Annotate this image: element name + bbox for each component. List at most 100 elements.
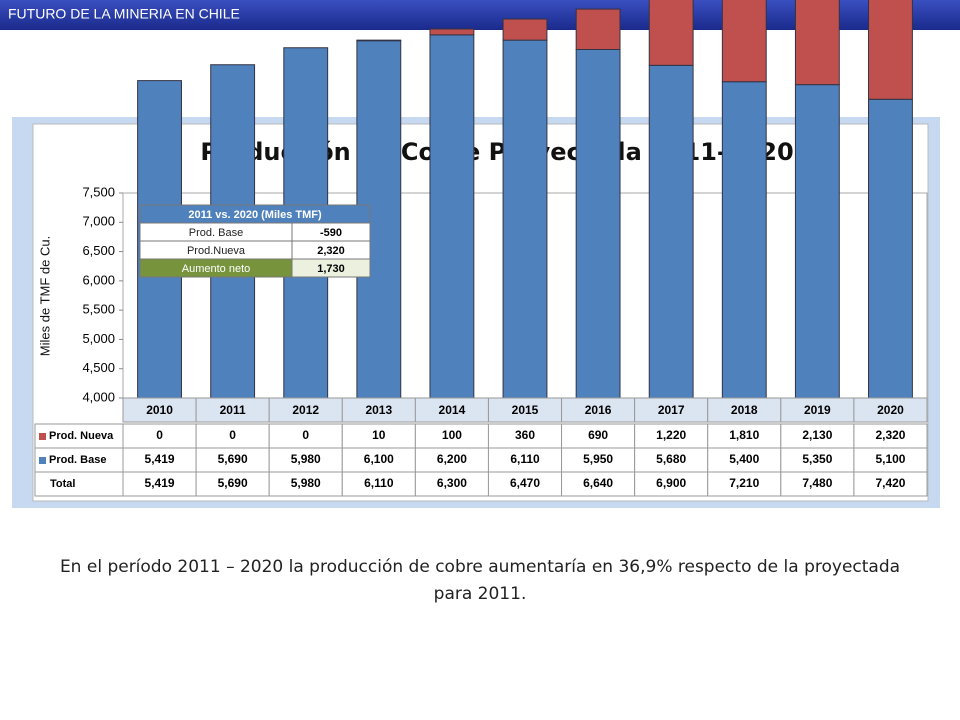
bar <box>794 84 840 399</box>
table-value: 5,980 <box>291 452 321 466</box>
bar <box>868 98 913 399</box>
bar <box>868 0 913 100</box>
legend-label: Prod. Nueva <box>49 430 114 442</box>
bar <box>575 8 621 51</box>
table-value: 1,810 <box>729 428 759 442</box>
table-value: 6,110 <box>510 452 540 466</box>
table-cell <box>561 423 636 449</box>
bar <box>502 39 548 399</box>
table-value: 0 <box>229 428 236 442</box>
table-value: 360 <box>515 428 535 442</box>
inset-label: Aumento neto <box>182 263 251 275</box>
header-title: FUTURO DE LA MINERIA EN CHILE <box>8 6 240 22</box>
table-value: 5,419 <box>145 476 175 490</box>
table-cell <box>341 471 416 497</box>
inset-value: 2,320 <box>317 245 345 257</box>
table-value: 2,130 <box>802 428 832 442</box>
table-cell <box>853 447 928 473</box>
table-value: 100 <box>442 428 462 442</box>
x-tick-label: 2012 <box>292 403 319 417</box>
table-value: 5,980 <box>291 476 321 490</box>
table-value: 0 <box>156 428 163 442</box>
bar <box>429 28 475 36</box>
table-value: 6,100 <box>364 452 394 466</box>
inset-label: Prod.Nueva <box>187 245 246 257</box>
table-value: 5,680 <box>656 452 686 466</box>
x-tick-label: 2019 <box>804 403 831 417</box>
table-cell <box>268 423 343 449</box>
y-axis-label: Miles de TMF de Cu. <box>37 236 52 356</box>
legend-label: Prod. Base <box>49 454 106 466</box>
table-cell <box>341 423 416 449</box>
table-cell <box>122 423 197 449</box>
table-value: 7,480 <box>802 476 832 490</box>
x-tick-label: 2017 <box>658 403 685 417</box>
table-cell <box>195 447 270 473</box>
inset-value: 1,730 <box>317 263 345 275</box>
x-tick-label: 2018 <box>731 403 758 417</box>
legend-swatch <box>39 433 46 440</box>
bar <box>648 64 694 399</box>
table-value: 6,200 <box>437 452 467 466</box>
y-tick-label: 4,000 <box>82 389 115 404</box>
x-tick-label: 2016 <box>585 403 612 417</box>
bar <box>502 18 548 41</box>
table-value: 6,900 <box>656 476 686 490</box>
y-tick-label: 5,500 <box>82 302 115 317</box>
bar <box>648 0 694 66</box>
table-cell <box>487 423 563 449</box>
bar <box>721 0 767 83</box>
table-value: 5,690 <box>218 452 248 466</box>
table-cell <box>414 397 489 423</box>
y-tick-label: 6,500 <box>82 243 115 258</box>
table-value: 1,220 <box>656 428 686 442</box>
legend-swatch <box>39 457 46 464</box>
table-value: 5,419 <box>145 452 175 466</box>
inset-value: -590 <box>320 227 342 239</box>
y-tick-label: 4,500 <box>82 360 115 375</box>
table-cell <box>122 397 197 423</box>
legend-label: Total <box>50 478 75 490</box>
table-value: 6,640 <box>583 476 613 490</box>
table-cell <box>853 471 928 497</box>
x-tick-label: 2011 <box>220 403 246 417</box>
bar <box>721 81 767 399</box>
table-cell <box>487 471 563 497</box>
table-value: 7,420 <box>875 476 905 490</box>
inset-label: Prod. Base <box>189 227 243 239</box>
table-cell <box>780 471 855 497</box>
table-value: 6,470 <box>510 476 540 490</box>
inset-cell <box>291 258 371 278</box>
y-tick-label: 6,000 <box>82 272 115 287</box>
table-value: 5,400 <box>729 452 759 466</box>
table-cell <box>634 447 709 473</box>
bar <box>429 34 475 399</box>
x-tick-label: 2015 <box>512 403 539 417</box>
table-cell <box>853 397 928 423</box>
table-value: 6,110 <box>364 476 394 490</box>
table-value: 2,320 <box>875 428 905 442</box>
table-value: 0 <box>302 428 309 442</box>
table-value: 690 <box>588 428 608 442</box>
bar <box>794 0 840 86</box>
table-cell <box>780 397 855 423</box>
table-value: 5,350 <box>802 452 832 466</box>
table-cell <box>195 397 270 423</box>
table-cell <box>122 471 197 497</box>
table-cell <box>561 471 636 497</box>
table-value: 5,100 <box>875 452 905 466</box>
table-cell <box>341 397 416 423</box>
table-cell <box>34 471 124 497</box>
table-cell <box>268 397 343 423</box>
caption: En el período 2011 – 2020 la producción … <box>59 557 901 604</box>
x-tick-label: 2013 <box>365 403 392 417</box>
table-cell <box>414 423 489 449</box>
x-tick-label: 2014 <box>439 403 466 417</box>
inset-title: 2011 vs. 2020 (Miles TMF) <box>188 209 322 221</box>
table-value: 7,210 <box>729 476 759 490</box>
table-value: 6,300 <box>437 476 467 490</box>
table-cell <box>268 471 343 497</box>
x-tick-label: 2020 <box>877 403 904 417</box>
